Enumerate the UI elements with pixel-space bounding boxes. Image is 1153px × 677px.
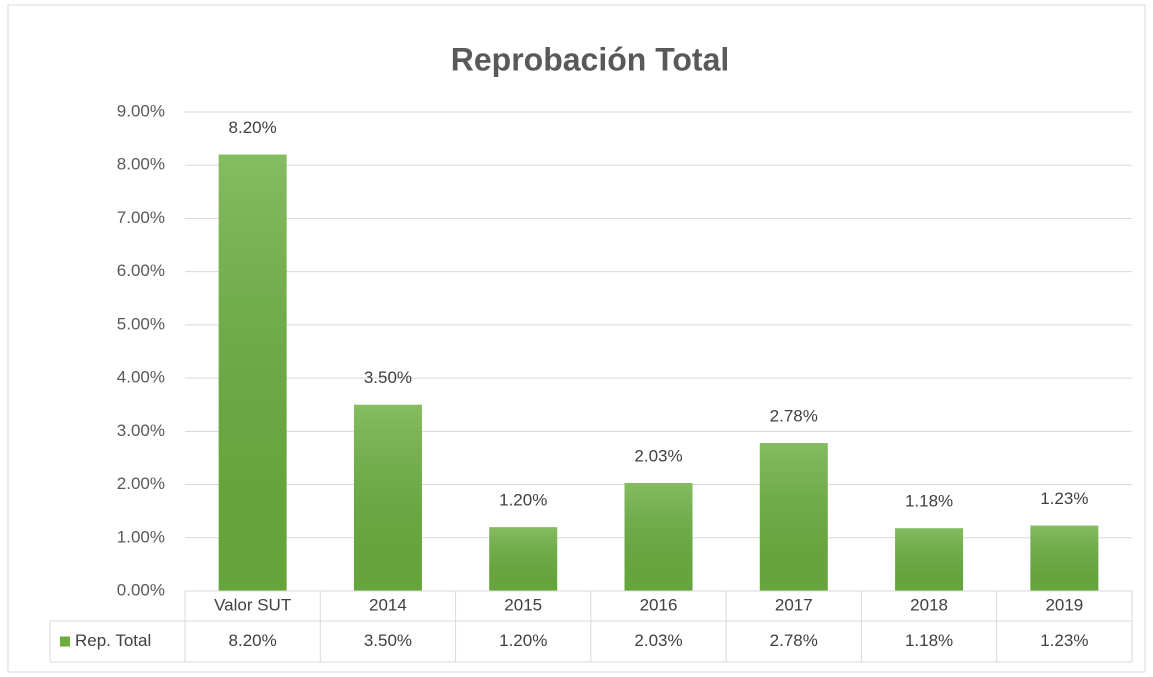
y-tick-label: 9.00%	[117, 101, 165, 120]
table-value: 2.78%	[770, 631, 818, 650]
y-tick-label: 1.00%	[117, 527, 165, 546]
y-tick-label: 7.00%	[117, 208, 165, 227]
y-tick-label: 5.00%	[117, 314, 165, 333]
data-label: 8.20%	[229, 118, 277, 137]
y-tick-label: 8.00%	[117, 155, 165, 174]
bar-shade	[624, 482, 693, 591]
chart-border	[7, 4, 1146, 673]
chart-title: Reprobación Total	[451, 41, 730, 77]
x-tick-label: 2017	[775, 595, 813, 614]
data-label: 1.18%	[905, 492, 953, 511]
bar-shade	[218, 154, 287, 592]
y-tick-label: 3.00%	[117, 421, 165, 440]
y-tick-label: 4.00%	[117, 368, 165, 387]
table-value: 1.20%	[499, 631, 547, 650]
table-value: 2.03%	[634, 631, 682, 650]
bar-shade	[353, 404, 422, 591]
data-label: 2.78%	[770, 407, 818, 426]
data-label: 2.03%	[634, 446, 682, 465]
bar-shade	[895, 528, 964, 591]
legend-key	[60, 636, 70, 647]
x-tick-label: 2015	[504, 595, 542, 614]
data-label: 1.20%	[499, 491, 547, 510]
table-value: 1.23%	[1040, 631, 1088, 650]
bar-shade	[1030, 525, 1099, 591]
x-tick-label: 2018	[910, 595, 948, 614]
bar-shade	[489, 527, 558, 591]
bar-shade	[759, 443, 828, 591]
x-tick-label: 2016	[640, 595, 678, 614]
x-tick-label: 2019	[1045, 595, 1083, 614]
data-label: 3.50%	[364, 368, 412, 387]
y-tick-label: 0.00%	[117, 580, 165, 599]
data-label: 1.23%	[1040, 489, 1088, 508]
legend-label: Rep. Total	[75, 631, 151, 650]
table-value: 1.18%	[905, 631, 953, 650]
x-tick-label: Valor SUT	[214, 595, 291, 614]
table-value: 3.50%	[364, 631, 412, 650]
x-tick-label: 2014	[369, 595, 407, 614]
y-tick-label: 2.00%	[117, 474, 165, 493]
y-tick-label: 6.00%	[117, 261, 165, 280]
table-value: 8.20%	[229, 631, 277, 650]
